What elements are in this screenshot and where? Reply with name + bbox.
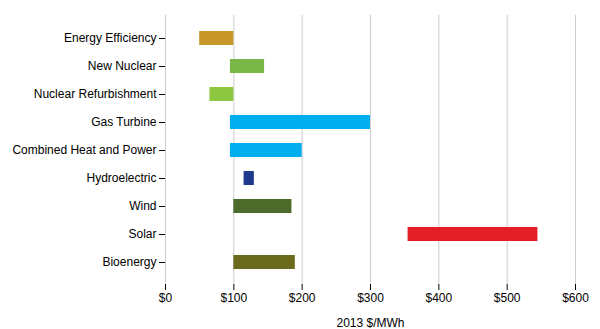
- svg-text:2013 $/MWh: 2013 $/MWh: [336, 316, 404, 329]
- svg-text:Combined Heat and Power: Combined Heat and Power: [12, 143, 156, 157]
- svg-text:$600: $600: [562, 291, 589, 305]
- svg-text:Nuclear Refurbishment: Nuclear Refurbishment: [34, 87, 157, 101]
- svg-text:Wind: Wind: [129, 199, 156, 213]
- svg-text:Gas Turbine: Gas Turbine: [91, 115, 157, 129]
- svg-text:$100: $100: [220, 291, 247, 305]
- svg-text:New Nuclear: New Nuclear: [88, 59, 157, 73]
- svg-text:$500: $500: [494, 291, 521, 305]
- svg-text:$400: $400: [425, 291, 452, 305]
- svg-text:Energy Efficiency: Energy Efficiency: [64, 31, 157, 45]
- svg-text:Solar: Solar: [128, 227, 156, 241]
- svg-text:$300: $300: [357, 291, 384, 305]
- svg-text:$200: $200: [289, 291, 316, 305]
- svg-text:$0: $0: [159, 291, 173, 305]
- svg-text:Bioenergy: Bioenergy: [102, 255, 156, 269]
- svg-text:Hydroelectric: Hydroelectric: [86, 171, 156, 185]
